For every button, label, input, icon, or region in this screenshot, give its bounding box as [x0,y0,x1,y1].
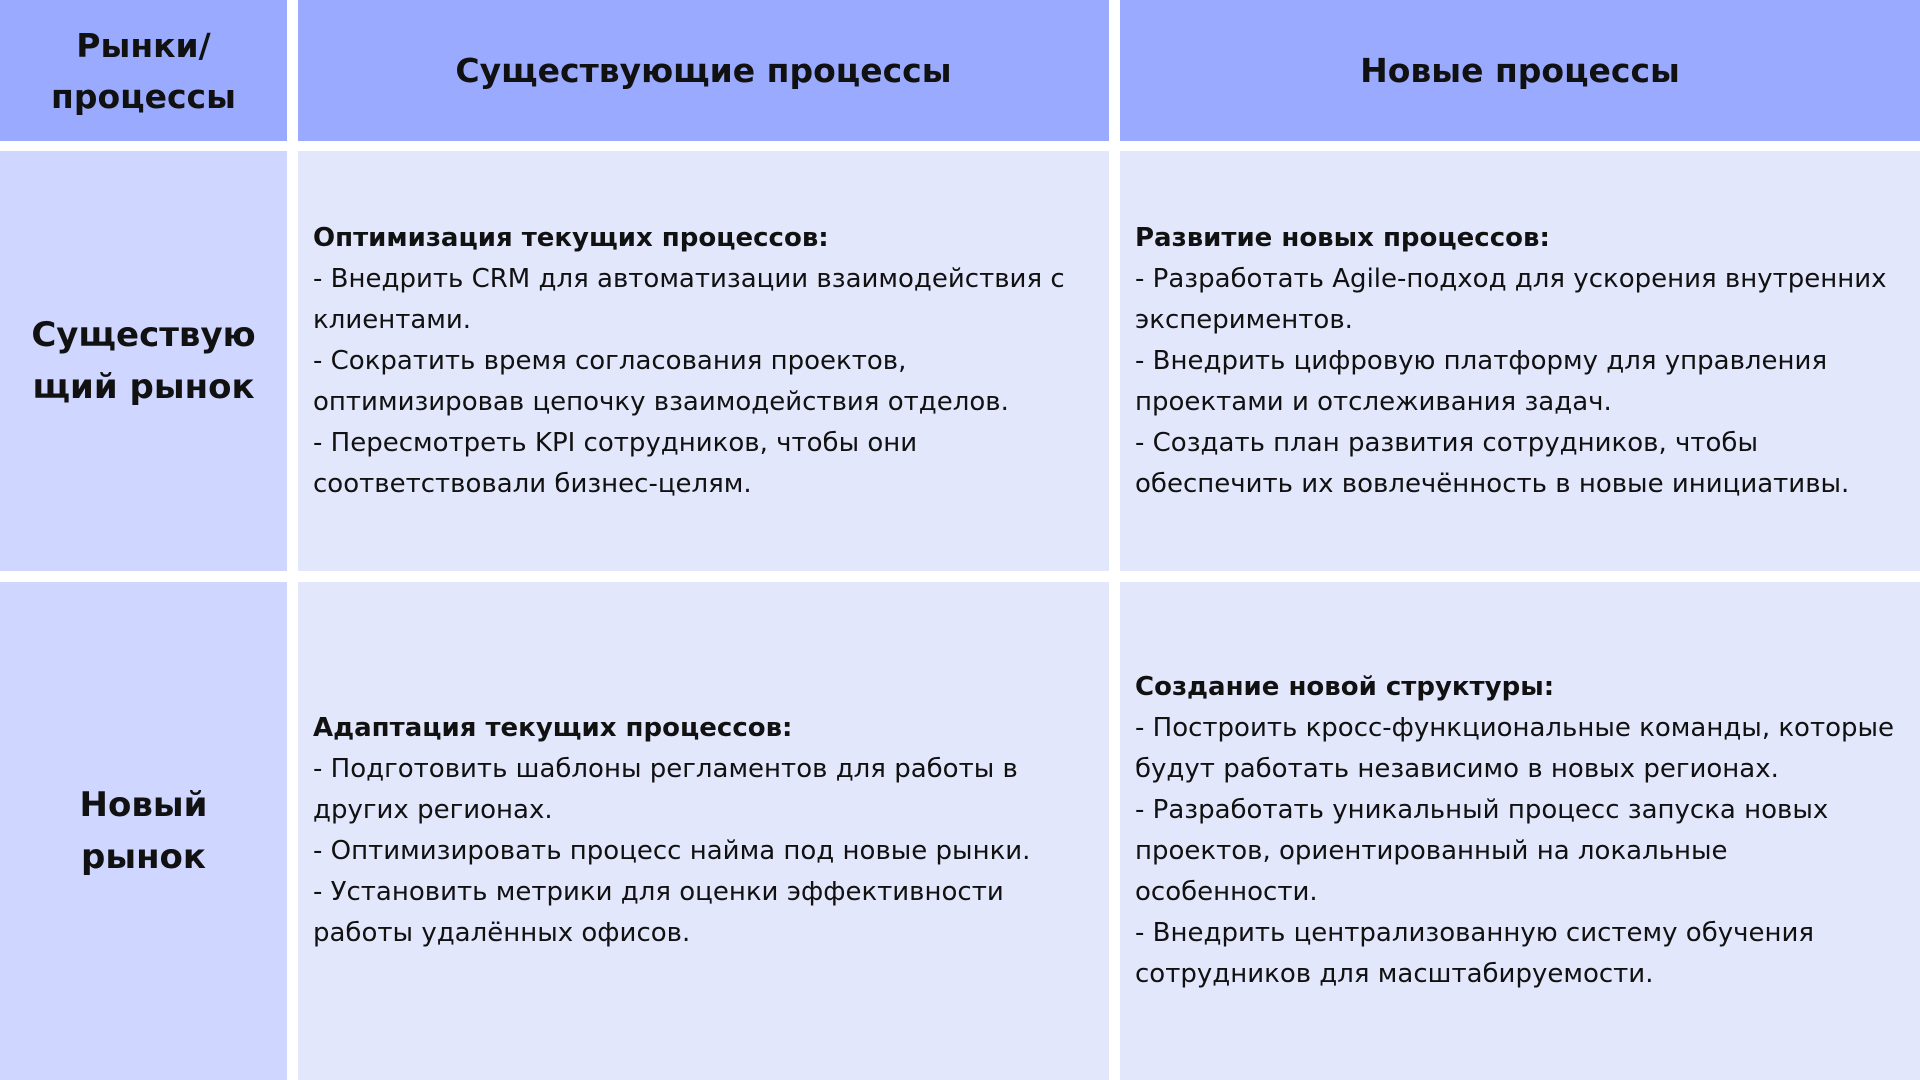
list-item: - Пересмотреть KPI сотрудников, чтобы он… [313,427,918,499]
list-item: - Построить кросс-функциональные команды… [1135,713,1895,784]
cell-title: Развитие новых процессов: [1135,222,1550,253]
list-item: - Внедрить цифровую платформу для управл… [1135,345,1828,417]
list-item: - Подготовить шаблоны регламентов для ра… [313,754,1018,825]
header-new-text: Новые процессы [1360,51,1680,90]
header-corner-text: Рынки/ процессы [51,25,236,116]
list-item: - Оптимизировать процесс найма под новые… [313,836,1031,866]
list-item: - Внедрить CRM для автоматизации взаимод… [313,263,1065,335]
list-item: - Создать план развития сотрудников, что… [1135,427,1850,499]
list-item: - Внедрить централизованную систему обуч… [1135,918,1815,989]
cell-title: Адаптация текущих процессов: [313,713,793,743]
cell-existing-market-new-processes: Развитие новых процессов: - Разработать … [1120,151,1920,571]
row-label-existing-market: Существую щий рынок [0,151,287,571]
cell-title: Оптимизация текущих процессов: [313,222,829,253]
header-existing-processes: Существующие процессы [298,0,1109,141]
header-new-processes: Новые процессы [1120,0,1920,141]
list-item: - Сократить время согласования проектов,… [313,345,1009,417]
cell-existing-market-existing-processes: Оптимизация текущих процессов: - Внедрит… [298,151,1109,571]
cell-title: Создание новой структуры: [1135,672,1555,702]
header-existing-text: Существующие процессы [455,51,952,90]
row-label-text: Существую щий рынок [31,315,256,407]
cell-new-market-existing-processes: Адаптация текущих процессов: - Подготови… [298,582,1109,1080]
row-label-text: Новый рынок [79,785,208,877]
row-label-new-market: Новый рынок [0,582,287,1080]
list-item: - Установить метрики для оценки эффектив… [313,877,1004,948]
list-item: - Разработать Agile-подход для ускорения… [1135,263,1887,335]
list-item: - Разработать уникальный процесс запуска… [1135,795,1829,907]
cell-new-market-new-processes: Создание новой структуры: - Построить кр… [1120,582,1920,1080]
header-corner: Рынки/ процессы [0,0,287,141]
